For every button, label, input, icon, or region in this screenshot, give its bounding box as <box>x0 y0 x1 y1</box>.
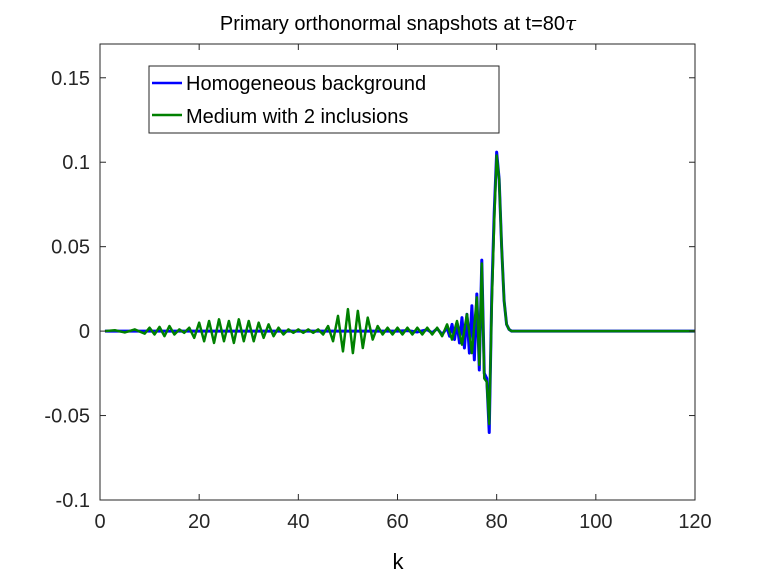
y-tick-label: 0.1 <box>62 152 90 174</box>
x-tick-label: 0 <box>94 511 105 533</box>
x-axis-ticks: 0 20 40 60 80 100 120 <box>94 44 712 533</box>
x-tick-label: 60 <box>386 511 408 533</box>
legend-box <box>148 65 500 134</box>
y-axis-ticks: -0.1 -0.05 0 0.05 0.1 0.15 <box>44 68 695 512</box>
y-tick-label: 0 <box>79 321 90 343</box>
x-axis-label: k <box>393 549 405 574</box>
chart-title-text: Primary orthonormal snapshots at t=80 <box>220 13 565 35</box>
legend: Homogeneous background Medium with 2 inc… <box>148 65 500 134</box>
x-tick-label: 20 <box>188 511 210 533</box>
y-tick-label: 0.15 <box>51 68 90 90</box>
legend-label-homogeneous-background: Homogeneous background <box>186 73 426 95</box>
y-tick-label: 0.05 <box>51 237 90 259</box>
x-tick-label: 120 <box>678 511 711 533</box>
chart-title: Primary orthonormal snapshots at t=80τ <box>220 11 577 35</box>
series-layer <box>104 150 695 434</box>
y-tick-label: -0.05 <box>44 406 90 428</box>
x-tick-label: 40 <box>287 511 309 533</box>
series-line-medium-with-2-inclusions <box>104 154 695 426</box>
x-tick-label: 100 <box>579 511 612 533</box>
legend-label-medium-with-2-inclusions: Medium with 2 inclusions <box>186 106 408 128</box>
chart-title-tau-symbol: τ <box>565 11 577 35</box>
y-tick-label: -0.1 <box>56 490 90 512</box>
x-tick-label: 80 <box>486 511 508 533</box>
